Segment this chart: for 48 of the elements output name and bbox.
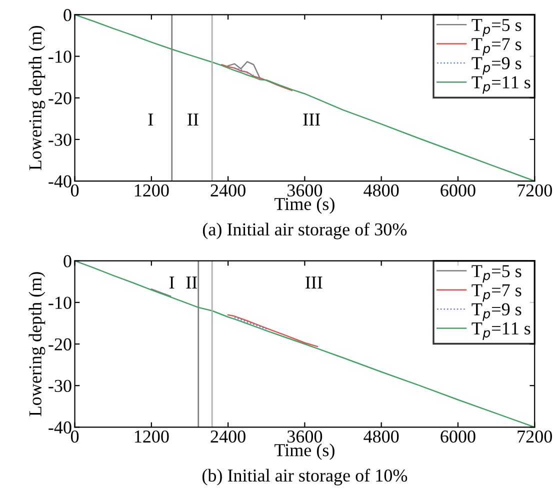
annotation: III [306, 276, 322, 288]
x-tick-label: 1200 [134, 430, 169, 443]
line-series [227, 61, 261, 79]
legend-label: T$_{p}$=9 s [472, 303, 522, 321]
x-axis-title: Time (s) [274, 197, 334, 214]
annotation: II [188, 114, 198, 126]
annotation: II [186, 276, 197, 288]
line-series [227, 314, 318, 348]
legend-label: T$_{p}$=7 s [472, 284, 522, 302]
y-tick-label: -30 [48, 380, 72, 392]
line-series [234, 68, 254, 76]
line-series [74, 260, 535, 428]
x-tick-label: 2400 [210, 430, 246, 443]
x-tick-label: 6000 [440, 184, 476, 197]
x-tick-label: 2400 [210, 184, 246, 197]
legend-label: T$_{p}$=5 s [472, 19, 522, 36]
y-tick-label: -40 [48, 175, 72, 188]
y-tick-label: 0 [64, 8, 72, 22]
y-tick-label: -10 [48, 50, 72, 63]
text: (a) Initial air storage of 30% [202, 222, 407, 240]
x-tick-label: 6000 [440, 430, 476, 443]
x-tick-label: 3600 [288, 184, 322, 197]
x-axis-title: Time (s) [274, 444, 334, 460]
x-tick-label: 1200 [134, 184, 169, 197]
x-tick-label: 7200 [518, 430, 552, 443]
y-axis-title: Lowering depth (m) [28, 272, 46, 416]
x-tick-label: 4800 [364, 184, 399, 197]
legend-label: T$_{p}$=11 s [472, 76, 530, 94]
x-tick-label: 4800 [364, 430, 399, 443]
y-tick-label: -40 [48, 421, 72, 434]
y-tick-label: -20 [48, 338, 72, 350]
y-tick-label: 0 [64, 255, 72, 268]
annotation: I [169, 276, 174, 288]
y-axis-title: Lowering depth (m) [28, 26, 46, 170]
legend-label: T$_{p}$=5 s [472, 265, 522, 283]
y-tick-label: -10 [48, 296, 72, 309]
legend-label: T$_{p}$=11 s [472, 322, 530, 340]
y-tick-label: -30 [48, 134, 72, 146]
legend-label: T$_{p}$=7 s [472, 38, 522, 56]
x-tick-label: 3600 [288, 430, 322, 443]
line-series [221, 64, 293, 92]
annotation: III [303, 114, 320, 126]
x-tick-label: 7200 [518, 184, 552, 197]
y-tick-label: -20 [48, 92, 72, 104]
annotation: I [148, 114, 154, 126]
text: (b) Initial air storage of 10% [202, 468, 408, 486]
line-series [74, 14, 535, 182]
legend-label: T$_{p}$=9 s [472, 57, 522, 75]
